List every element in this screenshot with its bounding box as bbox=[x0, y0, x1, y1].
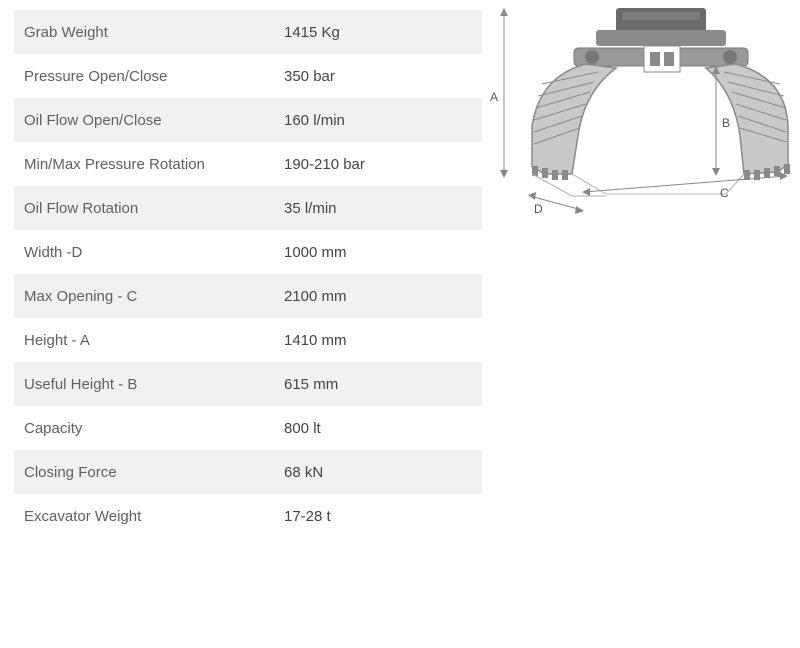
spec-value: 35 l/min bbox=[284, 200, 337, 217]
spec-value: 17-28 t bbox=[284, 508, 331, 525]
spec-label: Oil Flow Open/Close bbox=[24, 112, 284, 129]
spec-label: Closing Force bbox=[24, 464, 284, 481]
dim-label-c: C bbox=[720, 186, 729, 200]
table-row: Max Opening - C 2100 mm bbox=[14, 274, 482, 318]
spec-value: 190-210 bar bbox=[284, 156, 365, 173]
spec-value: 1000 mm bbox=[284, 244, 347, 261]
spec-value: 68 kN bbox=[284, 464, 323, 481]
product-diagram: A B C D bbox=[486, 6, 794, 216]
spec-label: Height - A bbox=[24, 332, 284, 349]
grab-icon bbox=[486, 6, 794, 216]
table-row: Height - A 1410 mm bbox=[14, 318, 482, 362]
table-row: Oil Flow Rotation 35 l/min bbox=[14, 186, 482, 230]
spec-value: 1415 Kg bbox=[284, 24, 340, 41]
spec-value: 160 l/min bbox=[284, 112, 345, 129]
dim-label-a: A bbox=[490, 90, 498, 104]
table-row: Pressure Open/Close 350 bar bbox=[14, 54, 482, 98]
spec-table: Grab Weight 1415 Kg Pressure Open/Close … bbox=[14, 10, 482, 538]
table-row: Grab Weight 1415 Kg bbox=[14, 10, 482, 54]
dim-label-b: B bbox=[722, 116, 730, 130]
table-row: Oil Flow Open/Close 160 l/min bbox=[14, 98, 482, 142]
table-row: Useful Height - B 615 mm bbox=[14, 362, 482, 406]
spec-label: Oil Flow Rotation bbox=[24, 200, 284, 217]
table-row: Closing Force 68 kN bbox=[14, 450, 482, 494]
dim-label-d: D bbox=[534, 202, 543, 216]
spec-label: Min/Max Pressure Rotation bbox=[24, 156, 284, 173]
spec-label: Capacity bbox=[24, 420, 284, 437]
spec-label: Excavator Weight bbox=[24, 508, 284, 525]
spec-value: 1410 mm bbox=[284, 332, 347, 349]
spec-label: Grab Weight bbox=[24, 24, 284, 41]
table-row: Capacity 800 lt bbox=[14, 406, 482, 450]
spec-label: Width -D bbox=[24, 244, 284, 261]
spec-value: 615 mm bbox=[284, 376, 338, 393]
spec-value: 800 lt bbox=[284, 420, 321, 437]
table-row: Excavator Weight 17-28 t bbox=[14, 494, 482, 538]
spec-label: Pressure Open/Close bbox=[24, 68, 284, 85]
spec-value: 2100 mm bbox=[284, 288, 347, 305]
spec-value: 350 bar bbox=[284, 68, 335, 85]
table-row: Width -D 1000 mm bbox=[14, 230, 482, 274]
table-row: Min/Max Pressure Rotation 190-210 bar bbox=[14, 142, 482, 186]
spec-label: Useful Height - B bbox=[24, 376, 284, 393]
spec-label: Max Opening - C bbox=[24, 288, 284, 305]
